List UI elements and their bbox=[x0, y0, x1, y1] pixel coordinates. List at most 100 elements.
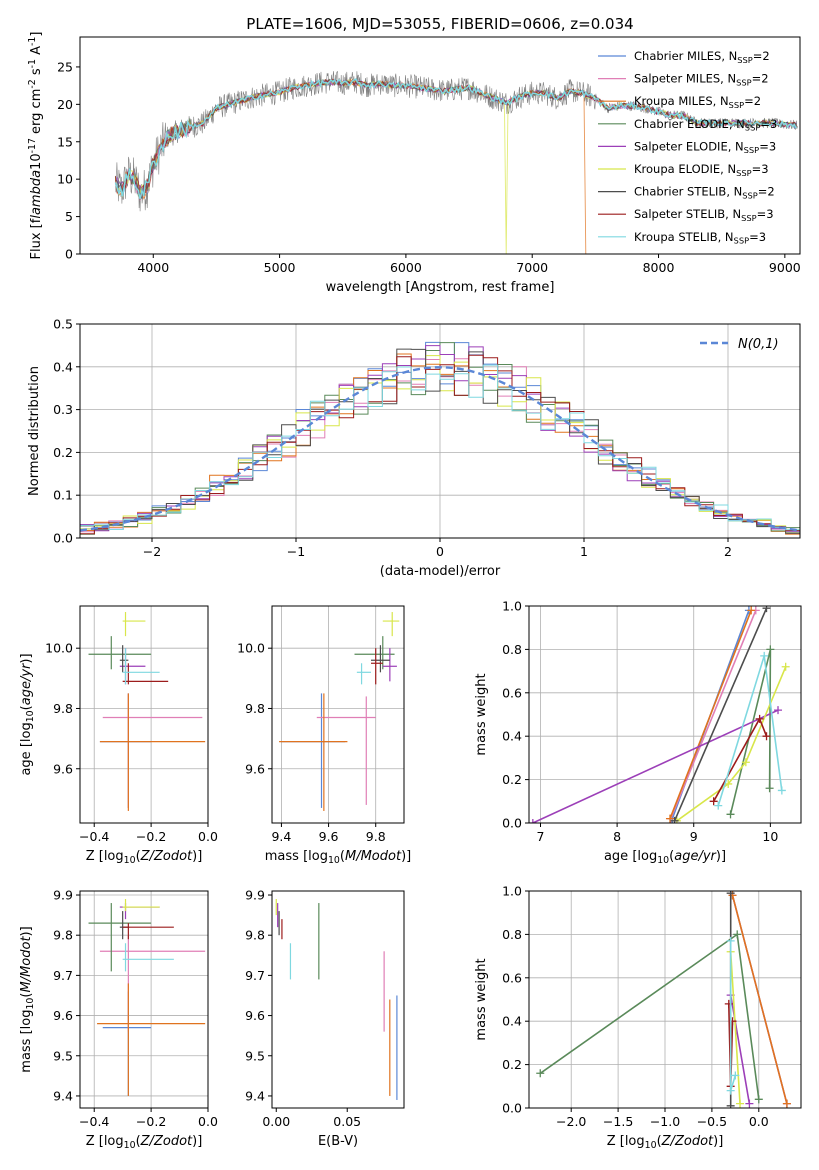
errorbar-point bbox=[382, 648, 397, 682]
y-tick-label: 0.8 bbox=[502, 642, 522, 657]
label-part: Normed distribution bbox=[27, 366, 42, 496]
weight-marker bbox=[536, 1069, 545, 1078]
axes-frame: 0.00 0.05 9.4 9.5 9.6 9.7 9.8 9.9 E(B-V) bbox=[245, 888, 405, 1149]
errorbar-point bbox=[122, 923, 174, 940]
label-part: lambda bbox=[29, 170, 44, 219]
weight-marker bbox=[733, 930, 742, 939]
legend-entry: Salpeter MILES, NSSP=2 bbox=[634, 72, 769, 88]
label-part: =3 bbox=[749, 230, 766, 244]
label-part: M/M bbox=[345, 849, 372, 864]
label-part: age/yr bbox=[674, 849, 717, 864]
label-part: =3 bbox=[759, 139, 776, 153]
age-vs-Z-axes: −0.4 −0.2 0.09.69.810.0Z [log10(Z/Zodot)]a… bbox=[19, 605, 218, 866]
label-part: wavelength [Angstrom, rest frame] bbox=[326, 280, 555, 295]
x-tick-label: 9.4 bbox=[271, 829, 291, 844]
x-tick-label: 1 bbox=[580, 544, 588, 559]
label-part: mass [log bbox=[19, 1010, 34, 1073]
label-part: 10 bbox=[328, 855, 340, 866]
plot-area bbox=[114, 71, 798, 254]
axes-frame: −2 −1 0 1 2 0.0 0.1 0.2 0.3 0.4 0.5 (data-model)/er… bbox=[27, 317, 801, 579]
spectrum-legend: Chabrier MILES, N SSP =2 Salpeter MILES, NS… bbox=[598, 49, 777, 246]
errorbar-point bbox=[122, 612, 146, 637]
label-part: Kroupa STELIB, N bbox=[634, 230, 734, 244]
axes-border bbox=[271, 605, 405, 824]
x-tick-label: 0.0 bbox=[198, 1114, 218, 1129]
label-part: =2 bbox=[753, 49, 770, 63]
y-tick-label: 25 bbox=[57, 59, 73, 74]
y-tick-label: 20 bbox=[57, 97, 73, 112]
weight-marker bbox=[665, 814, 674, 823]
label-part: =3 bbox=[757, 207, 774, 221]
weight-marker bbox=[765, 784, 774, 793]
y-tick-label: 0.2 bbox=[502, 1057, 522, 1072]
errorbar-point bbox=[122, 899, 160, 912]
label-part: mass weight bbox=[474, 673, 489, 755]
errorbar-point bbox=[122, 663, 169, 685]
label-part: Salpeter STELIB, N bbox=[634, 207, 741, 221]
x-tick-label: 4000 bbox=[137, 260, 169, 275]
x-axis-label: E(B-V) bbox=[318, 1134, 358, 1149]
errorbar-point bbox=[354, 636, 395, 670]
label-part: Chabrier MILES, N bbox=[634, 49, 737, 63]
y-tick-label: 0.8 bbox=[502, 927, 522, 942]
y-tick-label: 9.9 bbox=[53, 888, 73, 903]
legend-entry: Chabrier STELIB, NSSP=2 bbox=[634, 185, 775, 201]
plot-area bbox=[275, 899, 398, 1100]
weight-marker bbox=[777, 786, 786, 795]
weight-marker bbox=[760, 651, 769, 660]
errorbar-point bbox=[99, 693, 152, 808]
weight-marker bbox=[754, 1095, 763, 1104]
x-tick-label: 0.00 bbox=[262, 1114, 290, 1129]
label-part: ( bbox=[19, 993, 34, 998]
errorbar-point bbox=[99, 935, 206, 1032]
label-part: 10 bbox=[124, 1140, 136, 1151]
errorbar-point bbox=[122, 943, 174, 972]
y-tick-label: 0.6 bbox=[502, 685, 522, 700]
legend-entry: Chabrier ELODIE, NSSP=3 bbox=[634, 117, 777, 133]
weight-series bbox=[670, 606, 771, 823]
label-part: -1 bbox=[27, 59, 38, 68]
histogram-series bbox=[80, 364, 800, 538]
x-tick-label: −1.0 bbox=[650, 1114, 680, 1129]
weight-marker bbox=[745, 1099, 754, 1108]
weight-marker bbox=[781, 662, 790, 671]
y-tick-label: 0.1 bbox=[53, 488, 73, 503]
legend-entry: Kroupa ELODIE, NSSP=3 bbox=[634, 162, 769, 178]
x-tick-label: 7 bbox=[537, 829, 545, 844]
weight-marker bbox=[670, 816, 679, 823]
x-axis-label: Z [log10(Z/Zodot)] bbox=[607, 1134, 724, 1151]
label-part: 10 bbox=[645, 1140, 657, 1151]
label-part: Chabrier STELIB, N bbox=[634, 185, 742, 199]
label-part: SSP bbox=[736, 77, 752, 87]
weight-marker bbox=[726, 810, 735, 819]
label-part: SSP bbox=[741, 213, 757, 223]
label-part: ] bbox=[29, 32, 44, 37]
label-part: -1 bbox=[27, 37, 38, 46]
residuals-axes: −2 −1 0 1 2 0.0 0.1 0.2 0.3 0.4 0.5 (data-model)/er… bbox=[27, 317, 801, 579]
axes-border bbox=[271, 890, 405, 1109]
label-part: ( bbox=[657, 1134, 662, 1149]
y-tick-label: 15 bbox=[57, 134, 73, 149]
weight-marker bbox=[731, 1071, 740, 1080]
label-part: SSP bbox=[736, 168, 752, 178]
label-part: SSP bbox=[729, 100, 745, 110]
errorbar-point bbox=[97, 983, 206, 1096]
x-axis-label: age [log10(age/yr)] bbox=[604, 849, 726, 866]
gaussian-reference-curve bbox=[80, 366, 800, 532]
y-tick-label: 9.6 bbox=[245, 761, 265, 776]
legend-entry: Kroupa STELIB, NSSP=3 bbox=[634, 230, 766, 246]
weight-line bbox=[539, 932, 760, 1100]
y-tick-label: 9.5 bbox=[245, 1048, 265, 1063]
label-part: s bbox=[29, 68, 44, 79]
plot-area bbox=[279, 612, 400, 811]
label-part: odot bbox=[684, 1134, 714, 1149]
errorbar-point bbox=[119, 645, 129, 673]
x-axis-label: (data-model)/error bbox=[380, 564, 501, 579]
label-part: 10 bbox=[25, 998, 36, 1010]
weight-line bbox=[731, 895, 788, 1104]
weight-series bbox=[672, 662, 790, 823]
age-vs-mass-axes: 9.4 9.6 9.8 9.6 9.8 10.0 mass [log10(M/Modot)] bbox=[237, 605, 411, 866]
errorbar-point bbox=[122, 648, 160, 685]
